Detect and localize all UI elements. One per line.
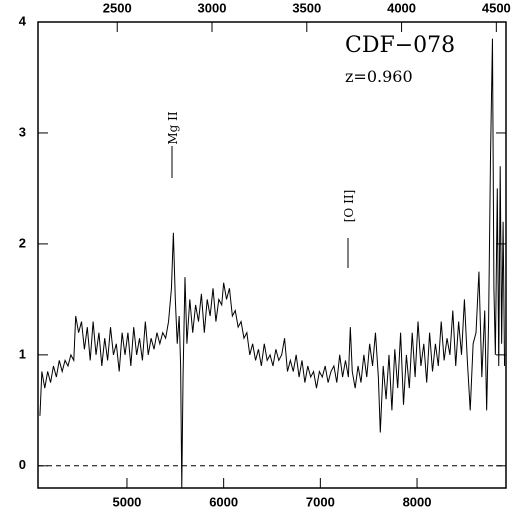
object-label: CDF−078	[345, 33, 455, 58]
y-tick-label: 0	[19, 457, 26, 472]
x-tick-label: 6000	[209, 494, 238, 509]
y-tick-label: 3	[19, 124, 26, 139]
spectrum-line	[39, 38, 506, 489]
x2-tick-label: 4500	[482, 0, 511, 15]
x-tick-label: 8000	[403, 494, 432, 509]
x2-tick-label: 2500	[103, 0, 132, 15]
y-tick-label: 2	[19, 235, 26, 250]
x2-tick-label: 3000	[198, 0, 227, 15]
x-tick-label: 7000	[306, 494, 335, 509]
x2-tick-label: 3500	[292, 0, 321, 15]
y-tick-label: 4	[19, 13, 27, 28]
x2-tick-label: 4000	[387, 0, 416, 15]
line-label: Mg II	[166, 111, 180, 145]
y-tick-label: 1	[19, 346, 26, 361]
plot-frame	[37, 21, 507, 489]
line-label: [O II]	[342, 190, 356, 223]
x-tick-label: 5000	[112, 494, 141, 509]
redshift-label: z=0.960	[345, 67, 413, 86]
